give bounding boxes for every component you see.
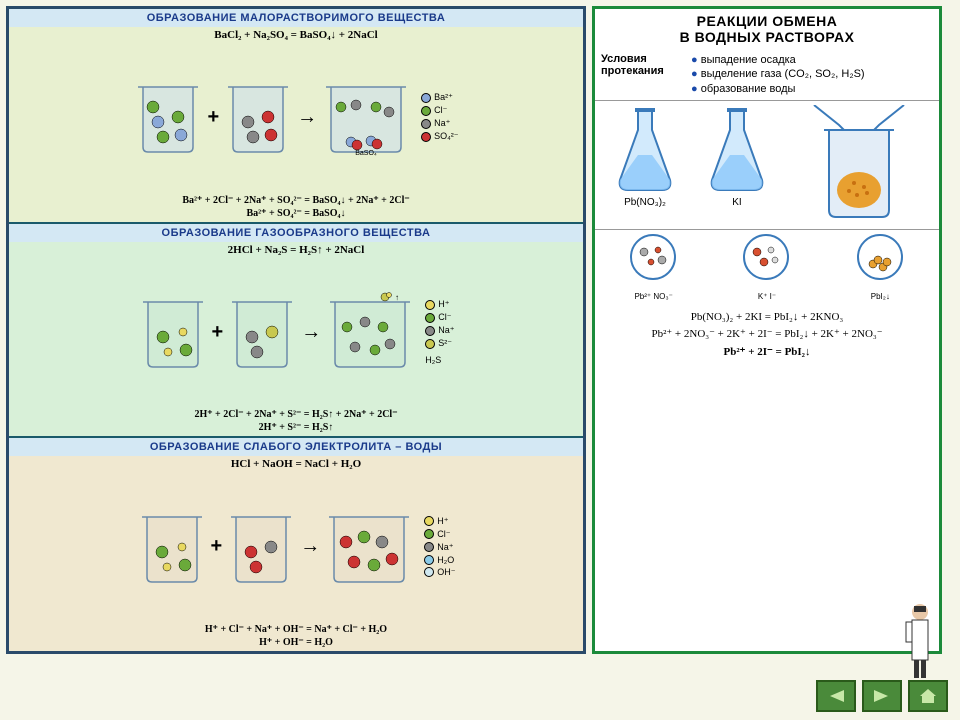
molecular-equation: 2HCl + Na₂S = H₂S↑ + 2NaCl — [9, 242, 583, 258]
nav-home-button[interactable] — [908, 680, 948, 712]
molecular-equation: BaCl₂ + Na₂SO₄ = BaSO₄↓ + 2NaCl — [9, 27, 583, 43]
mix-beaker — [794, 105, 924, 225]
flask-2: KI — [702, 105, 772, 225]
nav-row — [816, 680, 948, 712]
section-gas: ОБРАЗОВАНИЕ ГАЗООБРАЗНОГО ВЕЩЕСТВА 2HCl … — [9, 224, 583, 439]
svg-text:↑: ↑ — [395, 293, 399, 302]
right-panel: РЕАКЦИИ ОБМЕНА В ВОДНЫХ РАСТВОРАХ Услови… — [592, 6, 942, 654]
beaker-reagent1 — [138, 292, 208, 372]
arrow-icon: → — [300, 535, 320, 558]
plus-icon: + — [211, 535, 223, 558]
section-precipitate: ОБРАЗОВАНИЕ МАЛОРАСТВОРИМОГО ВЕЩЕСТВА Ba… — [9, 9, 583, 224]
beaker-reagent2 — [226, 507, 296, 587]
ion-legend: H⁺ Cl⁻ Na⁺ H₂O OH⁻ — [424, 516, 455, 578]
section-title: ОБРАЗОВАНИЕ МАЛОРАСТВОРИМОГО ВЕЩЕСТВА — [9, 9, 583, 27]
conditions-row: Условия протекания ● выпадение осадка ● … — [595, 49, 939, 101]
zoom-row: Pb²⁺ NO₃⁻ K⁺ I⁻ — [595, 230, 939, 303]
section-title: ОБРАЗОВАНИЕ СЛАБОГО ЭЛЕКТРОЛИТА – ВОДЫ — [9, 438, 583, 456]
beakers-row: + → — [9, 472, 583, 621]
ionic-equation: Ba²⁺ + 2Cl⁻ + 2Na⁺ + SO₄²⁻ = BaSO₄↓ + 2N… — [9, 192, 583, 222]
right-title: РЕАКЦИИ ОБМЕНА В ВОДНЫХ РАСТВОРАХ — [595, 9, 939, 49]
beaker-product: ↑ — [325, 292, 415, 372]
nav-next-button[interactable] — [862, 680, 902, 712]
nav-prev-button[interactable] — [816, 680, 856, 712]
beaker-product — [324, 507, 414, 587]
beakers-row: + → — [9, 43, 583, 192]
beakers-row: + → ↑ — [9, 258, 583, 407]
plus-icon: + — [207, 106, 219, 129]
beaker-reagent2 — [227, 292, 297, 372]
section-water: ОБРАЗОВАНИЕ СЛАБОГО ЭЛЕКТРОЛИТА – ВОДЫ H… — [9, 438, 583, 651]
ion-legend: Ba²⁺ Cl⁻ Na⁺ SO₄²⁻ — [421, 92, 458, 142]
scientist-icon — [900, 600, 940, 680]
ionic-equation: 2H⁺ + 2Cl⁻ + 2Na⁺ + S²⁻ = H₂S↑ + 2Na⁺ + … — [9, 406, 583, 436]
beaker-reagent1 — [133, 77, 203, 157]
section-title: ОБРАЗОВАНИЕ ГАЗООБРАЗНОГО ВЕЩЕСТВА — [9, 224, 583, 242]
svg-text:BaSO₄: BaSO₄ — [355, 150, 377, 157]
plus-icon: + — [212, 321, 224, 344]
right-equations: Pb(NO₃)₂ + 2KI = PbI₂↓ + 2KNO₃ Pb²⁺ + 2N… — [595, 303, 939, 368]
conditions-list: ● выпадение осадка ● выделение газа (CO₂… — [691, 53, 933, 96]
ionic-equation: H⁺ + Cl⁻ + Na⁺ + OH⁻ = Na⁺ + Cl⁻ + H₂O H… — [9, 621, 583, 651]
arrow-icon: → — [297, 106, 317, 129]
molecular-equation: HCl + NaOH = NaCl + H₂O — [9, 456, 583, 472]
flasks-row: Pb(NO₃)₂ KI — [595, 101, 939, 230]
arrow-icon: → — [301, 321, 321, 344]
beaker-reagent1 — [137, 507, 207, 587]
flask-1: Pb(NO₃)₂ — [610, 105, 680, 225]
left-panel: ОБРАЗОВАНИЕ МАЛОРАСТВОРИМОГО ВЕЩЕСТВА Ba… — [6, 6, 586, 654]
ion-legend: H⁺ Cl⁻ Na⁺ S²⁻ H₂S — [425, 299, 454, 365]
beaker-product: BaSO₄ — [321, 77, 411, 157]
beaker-reagent2 — [223, 77, 293, 157]
